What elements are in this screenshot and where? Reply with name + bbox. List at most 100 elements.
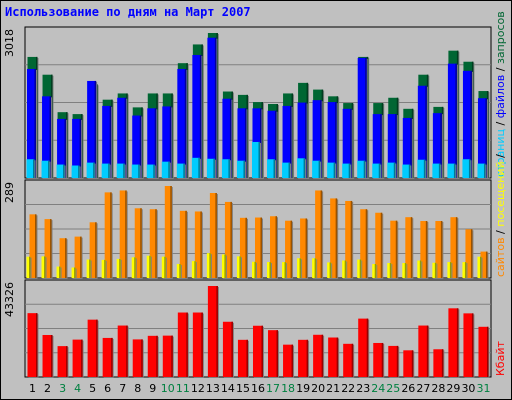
kbytes-Кбайт-bar-edge <box>441 349 444 377</box>
visits-сайтов-bar <box>360 209 368 278</box>
hits-страниц-bar-edge <box>393 162 396 178</box>
visits-посещений-bar-edge <box>209 253 211 278</box>
visits-legend-item: посещений <box>494 161 507 226</box>
kbytes-Кбайт-bar-edge <box>261 325 263 377</box>
visits-сайтов-bar <box>29 214 37 278</box>
visits-сайтов-bar-edge <box>395 220 398 278</box>
hits-файлов-bar <box>312 100 322 178</box>
hits-файлов-bar-edge <box>365 57 367 178</box>
kbytes-Кбайт-bar <box>207 286 218 377</box>
hits-файлов-bar <box>222 98 232 178</box>
hits-файлов-bar <box>477 98 487 178</box>
visits-сайтов-bar <box>405 217 413 278</box>
visits-посещений-bar <box>116 258 121 278</box>
visits-посещений-bar-edge <box>119 258 121 278</box>
hits-ymax-label: 3018 <box>3 29 16 57</box>
visits-сайтов-bar-edge <box>185 210 187 278</box>
hits-файлов-bar-edge <box>350 108 352 178</box>
hits-страниц-bar-edge <box>273 159 276 178</box>
hits-файлов-bar <box>147 108 157 178</box>
visits-сайтов-bar <box>59 238 67 278</box>
hits-страниц-bar <box>387 162 396 178</box>
kbytes-Кбайт-bar <box>192 312 203 377</box>
visits-сайтов-bar-edge <box>95 222 97 278</box>
visits-посещений-bar <box>191 261 196 278</box>
visits-посещений-bar <box>221 254 226 278</box>
kbytes-Кбайт-bar-edge <box>156 335 158 377</box>
visits-посещений-bar-edge <box>419 260 422 278</box>
visits-сайтов-bar <box>239 217 247 278</box>
hits-файлов-bar <box>237 108 247 178</box>
hits-legend-item: / <box>494 118 507 129</box>
visits-сайтов-bar <box>164 186 172 278</box>
kbytes-Кбайт-bar-edge <box>171 335 173 377</box>
kbytes-Кбайт-bar-edge <box>111 337 113 377</box>
visits-посещений-bar <box>267 262 272 278</box>
visits-посещений-bar <box>477 256 482 278</box>
hits-страниц-bar <box>56 164 65 178</box>
kbytes-Кбайт-bar-edge <box>411 350 414 377</box>
day-label: 18 <box>281 382 295 395</box>
hits-legend-item: страниц <box>494 129 507 177</box>
visits-посещений-bar-edge <box>434 262 437 278</box>
hits-страниц-bar-edge <box>318 160 321 178</box>
hits-файлов-bar-edge <box>154 108 157 178</box>
visits-посещений-bar-edge <box>239 256 241 278</box>
hits-страниц-bar <box>402 164 411 178</box>
kbytes-Кбайт-bar <box>448 308 459 377</box>
hits-страниц-bar <box>357 160 366 178</box>
visits-посещений-bar <box>146 255 151 278</box>
visits-сайтов-bar <box>134 208 142 278</box>
hits-страниц-bar-edge <box>468 159 471 178</box>
day-label: 16 <box>251 382 265 395</box>
visits-сайтов-bar-edge <box>365 209 368 278</box>
hits-страниц-bar <box>236 160 245 178</box>
visits-сайтов-bar-edge <box>260 217 262 278</box>
visits-сайтов-bar <box>224 201 232 278</box>
hits-файлов-bar-edge <box>79 118 82 178</box>
hits-legend-item: запросов <box>494 11 507 64</box>
day-label: 15 <box>236 382 250 395</box>
visits-legend-item: сайтов <box>494 237 507 277</box>
visits-посещений-bar <box>236 256 241 278</box>
visits-посещений-bar <box>312 258 317 278</box>
hits-файлов-bar <box>42 96 52 178</box>
visits-сайтов-bar-edge <box>350 200 353 278</box>
visits-сайтов-bar <box>375 212 383 278</box>
hits-страниц-bar-edge <box>33 159 35 178</box>
visits-сайтов-bar-edge <box>335 198 338 278</box>
visits-посещений-bar <box>402 263 407 278</box>
day-label: 6 <box>104 382 111 395</box>
kbytes-Кбайт-bar-edge <box>36 313 38 377</box>
visits-посещений-bar <box>282 262 287 278</box>
day-label: 14 <box>221 382 235 395</box>
hits-страниц-bar <box>86 162 95 178</box>
kbytes-Кбайт-bar-edge <box>246 339 248 377</box>
visits-сайтов-bar-edge <box>215 193 217 278</box>
visits-посещений-bar <box>297 258 302 278</box>
hits-файлов-bar <box>117 97 127 178</box>
kbytes-Кбайт-bar-edge <box>66 346 68 377</box>
hits-файлов-bar-edge <box>169 106 172 178</box>
day-label: 22 <box>341 382 355 395</box>
hits-страниц-bar <box>312 160 321 178</box>
hits-файлов-bar-edge <box>109 105 112 178</box>
kbytes-Кбайт-bar-edge <box>291 344 294 377</box>
day-label: 31 <box>476 382 490 395</box>
visits-сайтов-bar-edge <box>410 217 413 278</box>
hits-страниц-bar <box>71 165 80 178</box>
kbytes-Кбайт-bar-edge <box>186 312 188 377</box>
hits-страниц-bar-edge <box>333 162 336 178</box>
visits-сайтов-bar-edge <box>200 211 202 278</box>
kbytes-Кбайт-bar-edge <box>126 325 128 377</box>
hits-файлов-bar <box>192 55 202 178</box>
hits-страниц-bar-edge <box>213 158 215 178</box>
day-label: 9 <box>149 382 156 395</box>
hits-страниц-bar-edge <box>363 160 366 178</box>
visits-сайтов-bar-edge <box>275 216 278 278</box>
hits-файлов-bar <box>57 118 67 178</box>
kbytes-Кбайт-bar-edge <box>366 318 369 377</box>
day-label: 2 <box>44 382 51 395</box>
kbytes-Кбайт-bar-edge <box>51 334 53 377</box>
visits-сайтов-bar-edge <box>245 217 247 278</box>
